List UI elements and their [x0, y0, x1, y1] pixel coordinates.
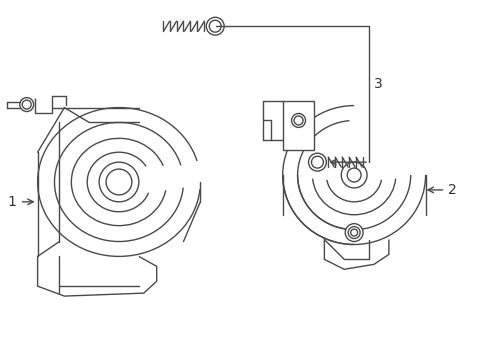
Circle shape: [292, 113, 306, 127]
Text: 2: 2: [448, 183, 457, 197]
Text: 1: 1: [8, 195, 17, 209]
Text: 3: 3: [374, 77, 383, 91]
Circle shape: [345, 224, 363, 242]
Polygon shape: [283, 100, 315, 150]
